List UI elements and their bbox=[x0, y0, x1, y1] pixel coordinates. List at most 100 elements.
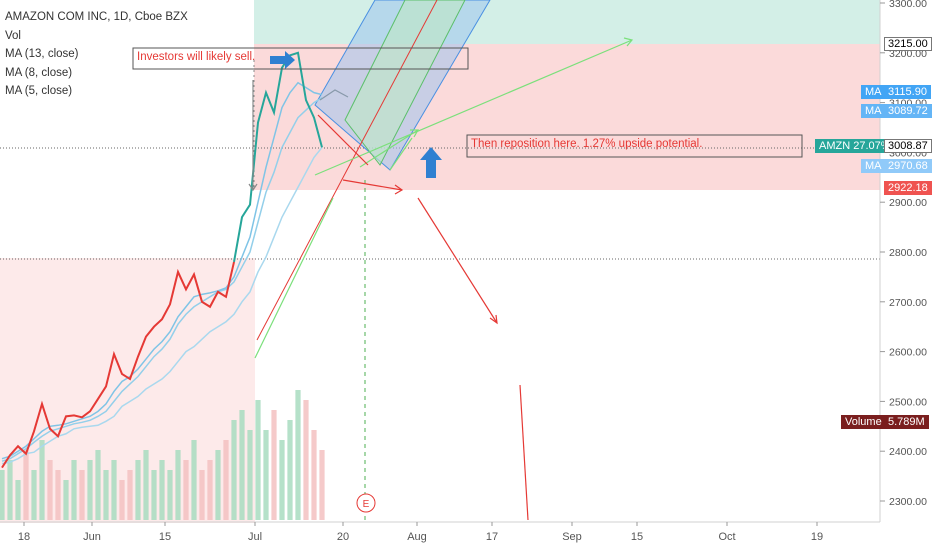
volume-bar bbox=[95, 450, 101, 520]
x-tick-label: 15 bbox=[159, 531, 171, 543]
volume-bar bbox=[303, 400, 309, 520]
volume-bar bbox=[231, 420, 237, 520]
volume-bar bbox=[119, 480, 125, 520]
volume-bar bbox=[271, 410, 277, 520]
y-tick-label: 2900.00 bbox=[889, 197, 927, 209]
ma-line-2 bbox=[1, 96, 323, 462]
volume-bar bbox=[31, 470, 37, 520]
volume-bar bbox=[39, 440, 45, 520]
blue-right-arrow-icon bbox=[270, 51, 295, 69]
price-axis-background bbox=[880, 0, 932, 550]
green-target-zone bbox=[254, 0, 880, 44]
volume-value-label: 5.789M bbox=[884, 415, 929, 429]
legend-vol[interactable]: Vol bbox=[5, 29, 21, 42]
volume-bar bbox=[71, 460, 77, 520]
volume-bar bbox=[247, 430, 253, 520]
grey-zigzag bbox=[319, 89, 349, 101]
volume-bar bbox=[199, 470, 205, 520]
pitchfork-green-channel bbox=[344, 0, 466, 166]
volume-bar bbox=[215, 450, 221, 520]
moving-average-lines bbox=[1, 81, 323, 465]
y-tick-label: 2300.00 bbox=[889, 496, 927, 508]
y-tick-label: 2600.00 bbox=[889, 347, 927, 359]
volume-bar bbox=[135, 460, 141, 520]
volume-bar bbox=[223, 440, 229, 520]
volume-bar bbox=[103, 470, 109, 520]
sell-note-box[interactable] bbox=[132, 47, 469, 70]
earnings-marker-label: E bbox=[363, 499, 370, 510]
volume-bar bbox=[167, 470, 173, 520]
volume-bar bbox=[111, 460, 117, 520]
green-arrow-long bbox=[314, 39, 633, 176]
red-arrow-horizontal-head bbox=[394, 184, 404, 195]
volume-tag: Volume bbox=[841, 415, 886, 429]
reposition-note-text: Then reposition here. 1.27% upside poten… bbox=[471, 138, 703, 150]
green-arrow-long-head bbox=[623, 37, 634, 47]
volume-bar bbox=[311, 430, 317, 520]
grey-down-arrow-head bbox=[248, 183, 258, 192]
x-tick-label: Jul bbox=[248, 531, 262, 543]
ma-line-1 bbox=[1, 146, 323, 465]
volume-bar bbox=[239, 410, 245, 520]
volume-bar bbox=[287, 420, 293, 520]
pitchfork-median-line bbox=[256, 0, 438, 341]
support-price-label: 2922.18 bbox=[884, 181, 932, 195]
ma8-tag: MA bbox=[861, 104, 886, 118]
time-axis-ticks: 18 Jun 15 Jul 20 Aug 17 Sep 15 Oct 19 bbox=[18, 522, 823, 543]
chart-legend: AMAZON COM INC, 1D, Cboe BZX Vol MA (13,… bbox=[5, 8, 188, 101]
y-tick-label: 2700.00 bbox=[889, 297, 927, 309]
x-tick-label: Jun bbox=[83, 531, 101, 543]
trend-arrows bbox=[248, 37, 634, 521]
volume-bar bbox=[7, 460, 13, 520]
ma8-value-label: 3089.72 bbox=[884, 104, 932, 118]
x-tick-label: 17 bbox=[486, 531, 498, 543]
ma5-tag: MA bbox=[861, 159, 886, 173]
green-arrow-short bbox=[359, 129, 419, 168]
red-arrow-down bbox=[417, 197, 498, 324]
volume-bar bbox=[127, 470, 133, 520]
ma13-tag: MA bbox=[861, 85, 886, 99]
volume-bar bbox=[143, 450, 149, 520]
green-arrow-lower bbox=[254, 197, 334, 359]
amzn-price-label: 3008.87 bbox=[884, 139, 932, 153]
volume-bar bbox=[87, 460, 93, 520]
legend-ma8[interactable]: MA (8, close) bbox=[5, 66, 73, 79]
red-arrow-down-head bbox=[489, 314, 498, 325]
ma13-value-label: 3115.90 bbox=[884, 85, 931, 99]
legend-ma13[interactable]: MA (13, close) bbox=[5, 48, 79, 60]
x-tick-label: Oct bbox=[718, 531, 735, 543]
y-tick-label: 2800.00 bbox=[889, 247, 927, 259]
sell-note-text: Investors will likely sell. bbox=[137, 51, 256, 63]
y-tick-label: 3300.00 bbox=[889, 0, 927, 10]
volume-bar bbox=[55, 470, 61, 520]
legend-ma5[interactable]: MA (5, close) bbox=[5, 85, 73, 97]
volume-bars bbox=[0, 390, 325, 520]
volume-bar bbox=[15, 480, 21, 520]
earnings-marker[interactable] bbox=[356, 493, 376, 513]
volume-bar bbox=[183, 460, 189, 520]
legend-title[interactable]: AMAZON COM INC, 1D, Cboe BZX bbox=[5, 11, 188, 23]
amzn-change-tag: AMZN 27.07% bbox=[815, 139, 895, 153]
volume-bar bbox=[47, 460, 53, 520]
green-arrow-short-head bbox=[410, 129, 420, 138]
volume-bar bbox=[175, 450, 181, 520]
ma-line-3 bbox=[1, 81, 323, 460]
x-tick-label: 18 bbox=[18, 531, 30, 543]
volume-bar bbox=[279, 440, 285, 520]
volume-bar bbox=[159, 460, 165, 520]
reposition-note-box[interactable] bbox=[466, 134, 803, 158]
x-tick-label: 20 bbox=[337, 531, 349, 543]
y-tick-label: 2500.00 bbox=[889, 396, 927, 408]
x-tick-label: Sep bbox=[562, 531, 582, 543]
volume-bar bbox=[23, 450, 29, 520]
x-tick-label: 15 bbox=[631, 531, 643, 543]
x-tick-label: Aug bbox=[407, 531, 427, 543]
resistance-price-label: 3215.00 bbox=[884, 37, 932, 51]
x-tick-label: 19 bbox=[811, 531, 823, 543]
volume-bar bbox=[319, 450, 325, 520]
red-cross-line bbox=[317, 114, 369, 166]
volume-bar bbox=[63, 480, 69, 520]
volume-bar bbox=[255, 400, 261, 520]
